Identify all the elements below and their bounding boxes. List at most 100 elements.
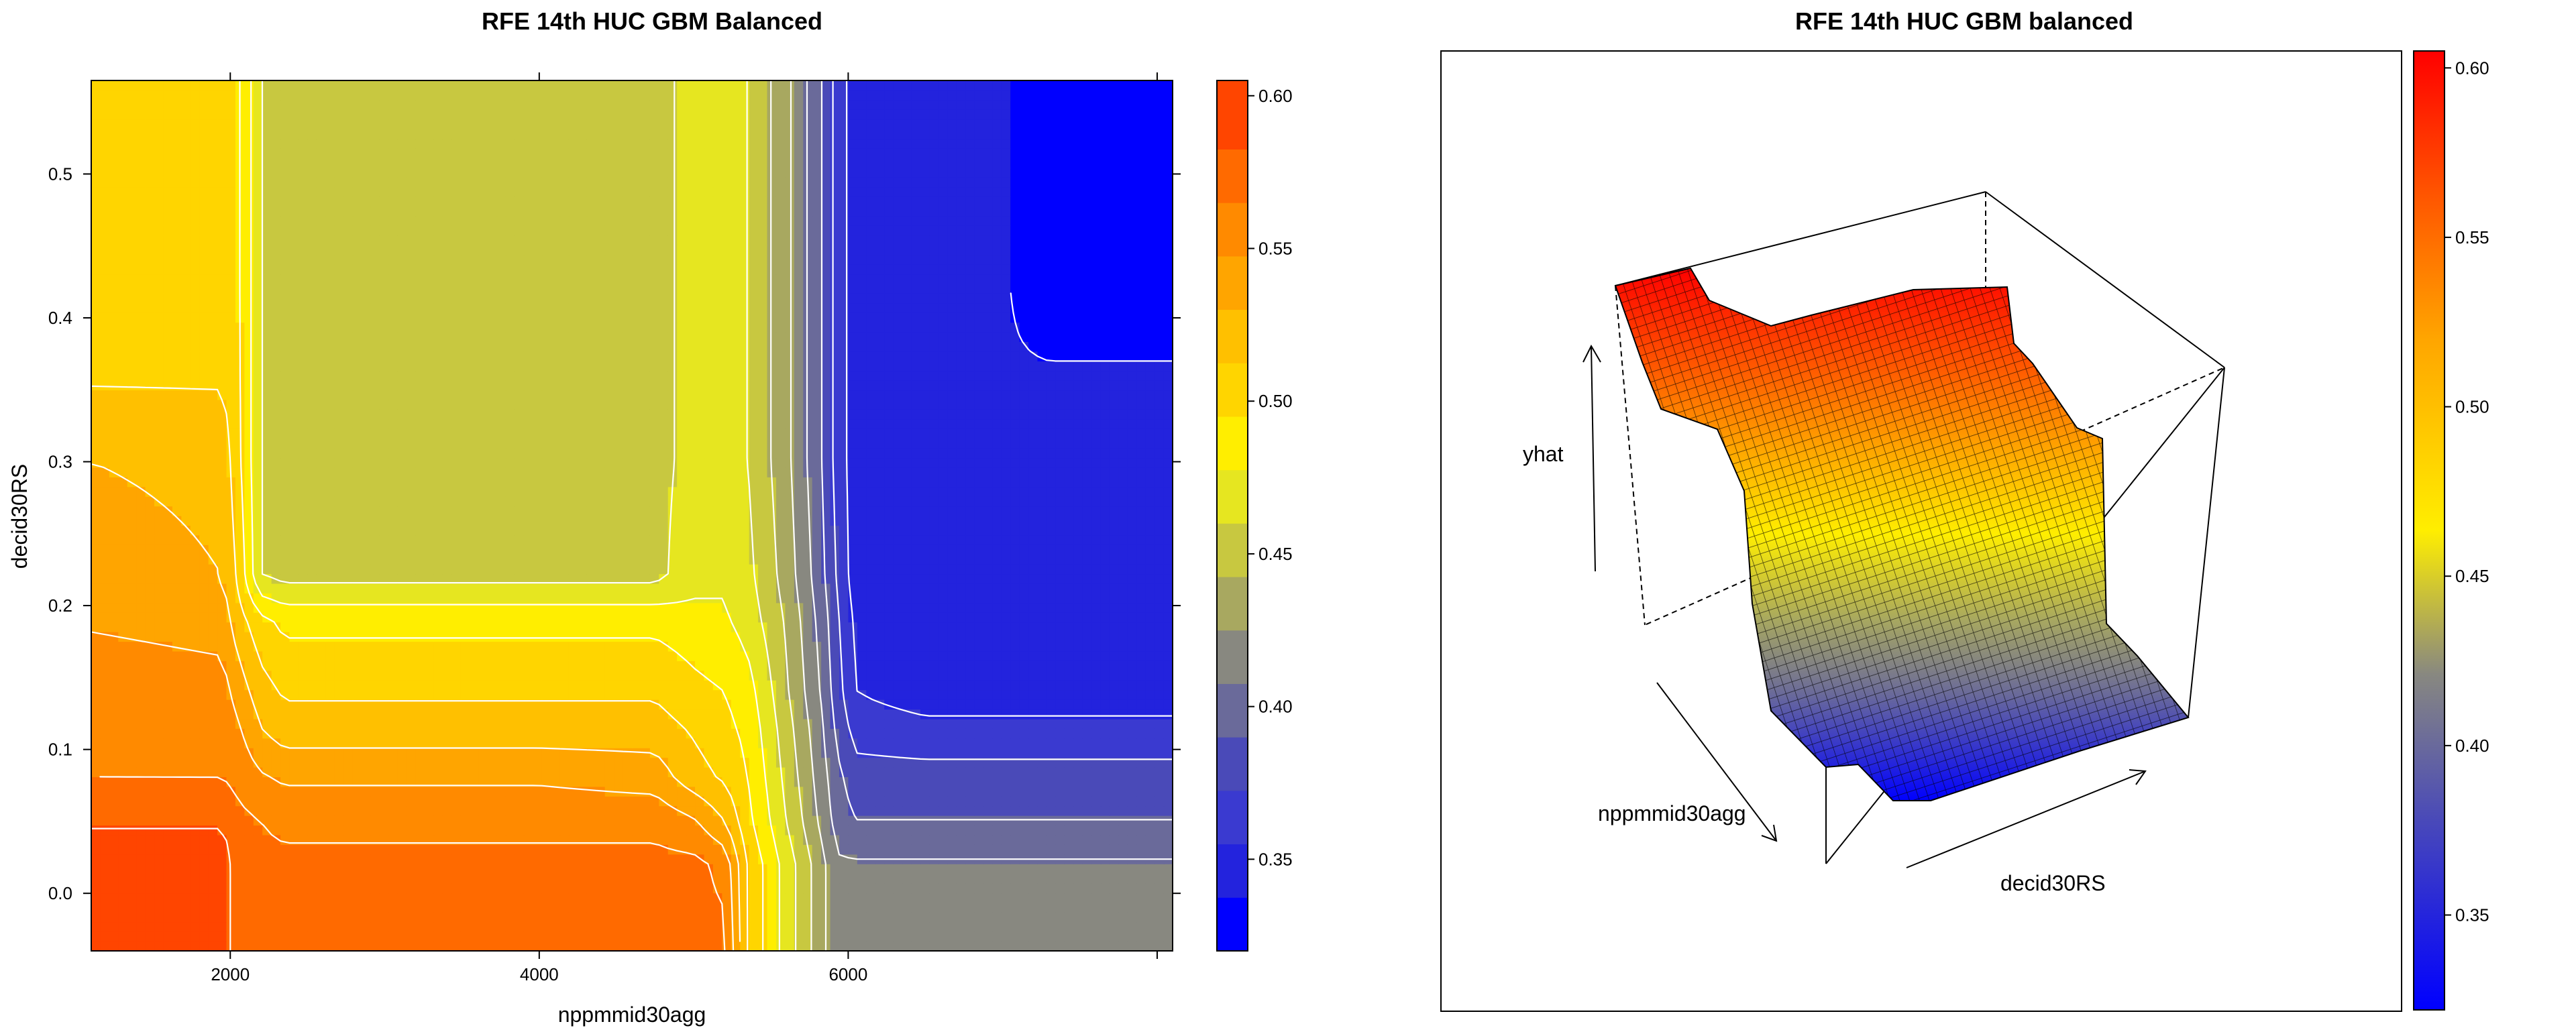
heatmap-cell bbox=[515, 766, 525, 777]
heatmap-cell bbox=[91, 622, 101, 632]
heatmap-cell bbox=[677, 612, 687, 623]
heatmap-cell bbox=[803, 632, 813, 642]
heatmap-cell bbox=[425, 738, 435, 748]
heatmap-cell bbox=[731, 777, 741, 787]
heatmap-cell bbox=[604, 699, 614, 710]
heatmap-cell bbox=[1019, 941, 1029, 951]
heatmap-cell bbox=[722, 902, 732, 913]
heatmap-cell bbox=[370, 921, 380, 932]
heatmap-cell bbox=[965, 931, 975, 942]
heatmap-cell bbox=[929, 632, 939, 642]
heatmap-cell bbox=[91, 689, 101, 700]
heatmap-cell bbox=[352, 573, 362, 584]
heatmap-cell bbox=[866, 593, 876, 604]
heatmap-cell bbox=[794, 622, 804, 632]
heatmap-cell bbox=[217, 941, 227, 951]
heatmap-cell bbox=[379, 777, 389, 787]
heatmap-cell bbox=[334, 622, 344, 632]
heatmap-cell bbox=[1028, 777, 1038, 787]
heatmap-cell bbox=[1019, 796, 1029, 807]
heatmap-cell bbox=[190, 883, 200, 894]
heatmap-cell bbox=[911, 796, 921, 807]
heatmap-cell bbox=[442, 718, 452, 729]
heatmap-cell bbox=[803, 912, 813, 923]
heatmap-cell bbox=[1055, 689, 1065, 700]
heatmap-cell bbox=[1064, 583, 1074, 593]
heatmap-cell bbox=[667, 873, 678, 884]
heatmap-cell bbox=[649, 661, 659, 671]
heatmap-cell bbox=[992, 864, 1002, 874]
heatmap-cell bbox=[641, 786, 651, 797]
heatmap-cell bbox=[578, 718, 588, 729]
heatmap-cell bbox=[407, 864, 417, 874]
heatmap-cell bbox=[163, 834, 173, 845]
heatmap-cell bbox=[1055, 893, 1065, 903]
heatmap-cell bbox=[731, 593, 741, 604]
heatmap-cell bbox=[496, 893, 506, 903]
heatmap-cell bbox=[343, 738, 354, 748]
heatmap-cell bbox=[199, 622, 209, 632]
heatmap-cell bbox=[803, 834, 813, 845]
heatmap-cell bbox=[1046, 564, 1056, 575]
heatmap-cell bbox=[1055, 680, 1065, 691]
heatmap-cell bbox=[262, 777, 272, 787]
heatmap-cell bbox=[415, 728, 425, 739]
heatmap-cell bbox=[154, 545, 164, 555]
heatmap-cell bbox=[208, 766, 218, 777]
heatmap-cell bbox=[1145, 670, 1155, 681]
heatmap-cell bbox=[334, 864, 344, 874]
heatmap-cell bbox=[100, 805, 110, 816]
heatmap-cell bbox=[91, 709, 101, 720]
heatmap-cell bbox=[379, 825, 389, 836]
heatmap-cell bbox=[316, 670, 326, 681]
heatmap-cell bbox=[893, 573, 903, 584]
heatmap-cell bbox=[460, 699, 470, 710]
heatmap-cell bbox=[983, 786, 993, 797]
heatmap-cell bbox=[199, 805, 209, 816]
heatmap-cell bbox=[388, 641, 398, 652]
heatmap-cell bbox=[559, 554, 570, 565]
heatmap-cell bbox=[731, 854, 741, 864]
heatmap-cell bbox=[1136, 728, 1146, 739]
heatmap-cell bbox=[1100, 864, 1110, 874]
heatmap-cell bbox=[145, 864, 155, 874]
heatmap-cell bbox=[172, 796, 182, 807]
heatmap-cell bbox=[307, 796, 317, 807]
heatmap-cell bbox=[929, 670, 939, 681]
heatmap-cell bbox=[956, 786, 966, 797]
heatmap-cell bbox=[208, 931, 218, 942]
heatmap-cell bbox=[253, 825, 263, 836]
heatmap-cell bbox=[775, 941, 786, 951]
heatmap-cell bbox=[91, 854, 101, 864]
heatmap-cell bbox=[632, 661, 642, 671]
heatmap-cell bbox=[1082, 766, 1092, 777]
heatmap-cell bbox=[794, 844, 804, 855]
heatmap-cell bbox=[1010, 931, 1020, 942]
heatmap-cell bbox=[533, 661, 543, 671]
heatmap-cell bbox=[190, 844, 200, 855]
heatmap-cell bbox=[586, 844, 596, 855]
heatmap-cell bbox=[551, 941, 561, 951]
heatmap-cell bbox=[1064, 632, 1074, 642]
heatmap-cell bbox=[920, 941, 930, 951]
heatmap-cell bbox=[667, 622, 678, 632]
heatmap-cell bbox=[785, 805, 795, 816]
heatmap-cell bbox=[974, 718, 984, 729]
heatmap-cell bbox=[370, 864, 380, 874]
heatmap-cell bbox=[722, 622, 732, 632]
heatmap-cell bbox=[686, 699, 696, 710]
heatmap-cell bbox=[244, 777, 254, 787]
heatmap-cell bbox=[731, 602, 741, 613]
heatmap-cell bbox=[893, 777, 903, 787]
heatmap-cell bbox=[289, 777, 299, 787]
heatmap-cell bbox=[488, 748, 498, 758]
heatmap-cell bbox=[478, 777, 488, 787]
heatmap-cell bbox=[1127, 670, 1137, 681]
heatmap-cell bbox=[604, 748, 614, 758]
heatmap-cell bbox=[470, 864, 480, 874]
heatmap-cell bbox=[767, 738, 777, 748]
heatmap-cell bbox=[145, 805, 155, 816]
heatmap-cell bbox=[803, 766, 813, 777]
heatmap-cell bbox=[163, 632, 173, 642]
heatmap-cell bbox=[1145, 941, 1155, 951]
